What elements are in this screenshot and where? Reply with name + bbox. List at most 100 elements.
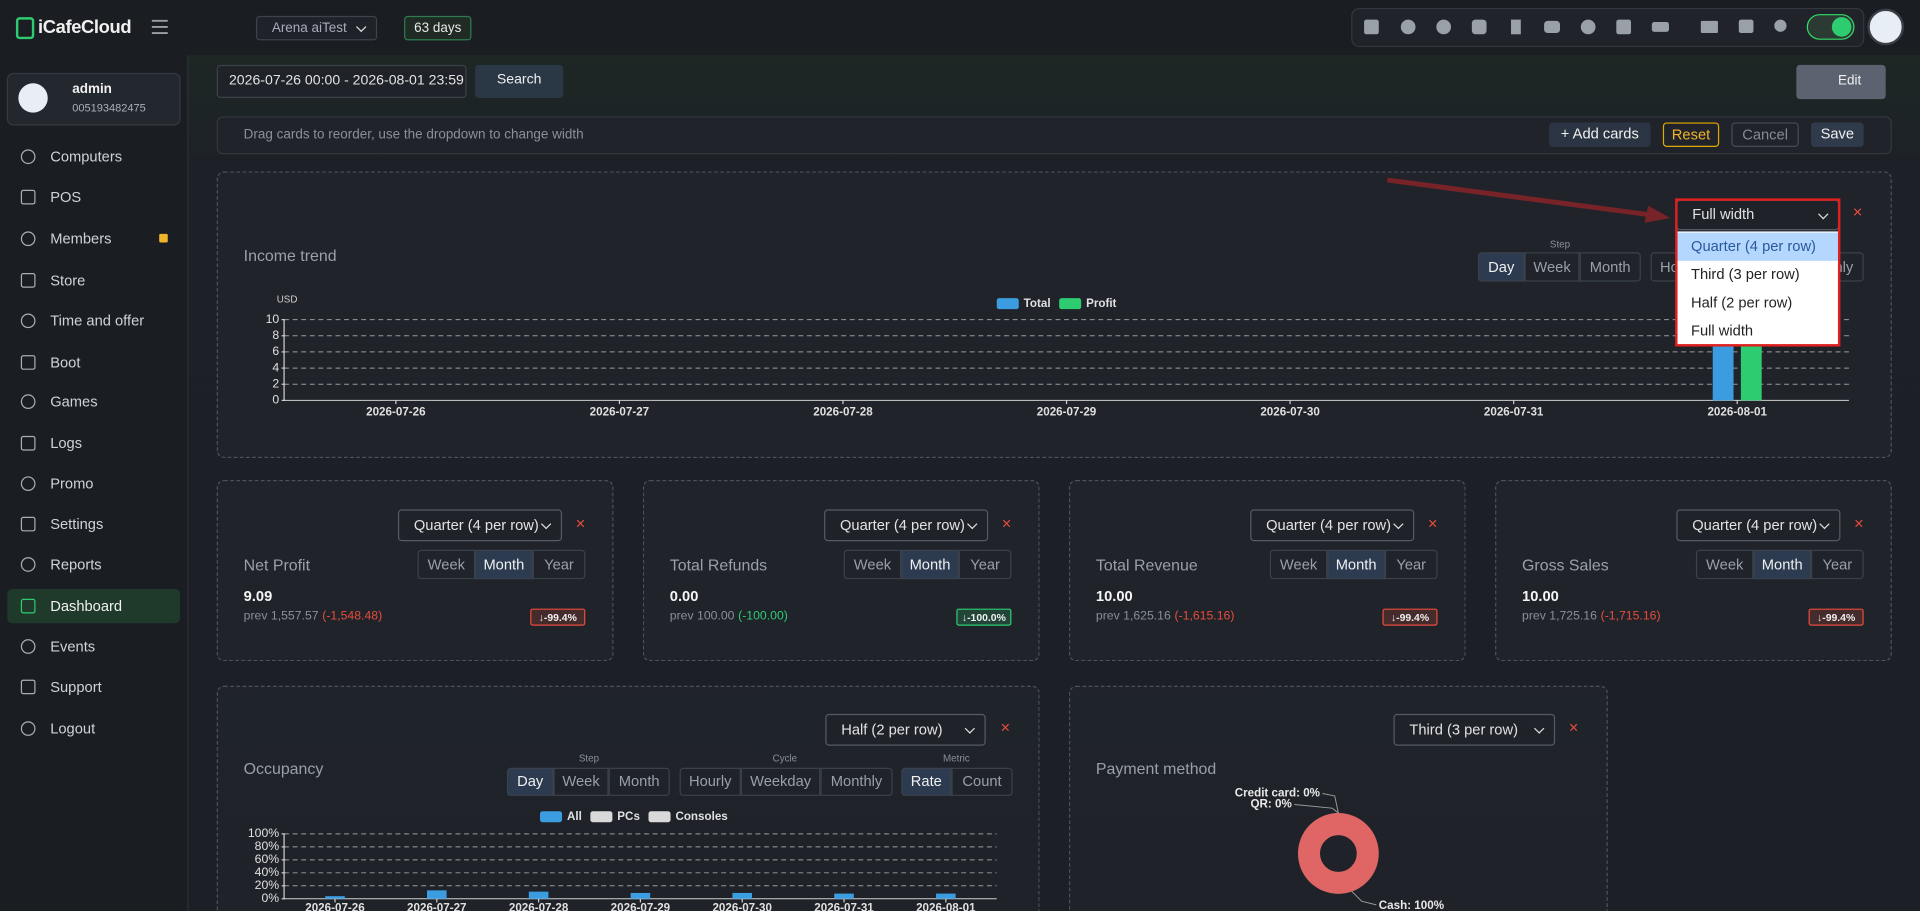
edit-button[interactable]: Edit bbox=[1796, 64, 1886, 100]
stat-badge: ↓-99.4% bbox=[530, 608, 586, 626]
remove-card[interactable]: ✕ bbox=[1427, 517, 1438, 532]
segment-button[interactable]: Year bbox=[532, 549, 586, 580]
remove-card[interactable]: ✕ bbox=[1001, 517, 1012, 532]
x-tick-label: 2026-08-01 bbox=[916, 902, 976, 911]
segment-button[interactable]: Week bbox=[1269, 549, 1328, 580]
segment-button[interactable]: Week bbox=[843, 549, 902, 580]
nav-item[interactable]: Reports bbox=[50, 555, 102, 574]
date-input[interactable]: 2026-07-26 00:00 - 2026-08-01 23:59 bbox=[216, 64, 467, 98]
nav-item[interactable]: POS bbox=[50, 188, 82, 206]
venue-select[interactable]: Arena aiTest bbox=[255, 15, 378, 41]
nav-item[interactable]: Members bbox=[50, 230, 112, 248]
nav-item[interactable]: Settings bbox=[50, 515, 104, 533]
segment-button[interactable]: Year bbox=[958, 549, 1012, 580]
nav-item[interactable]: Promo bbox=[50, 475, 94, 493]
width-select[interactable]: Half (2 per row) bbox=[825, 713, 986, 746]
nav-item[interactable]: Store bbox=[50, 271, 86, 289]
nav-item[interactable]: Boot bbox=[50, 353, 81, 372]
segment-button[interactable]: Month bbox=[608, 767, 670, 796]
width-select[interactable]: Full width bbox=[1676, 199, 1840, 231]
segment-button[interactable]: Month bbox=[475, 549, 533, 580]
nav-icon bbox=[20, 557, 36, 572]
dropdown-option[interactable]: Quarter (4 per row) bbox=[1676, 232, 1840, 261]
stat-value: 10.00 bbox=[1522, 587, 1559, 605]
width-select[interactable]: Quarter (4 per row) bbox=[824, 509, 989, 542]
nav-icon bbox=[20, 476, 36, 492]
cancel-button[interactable]: Cancel bbox=[1731, 122, 1799, 147]
width-select[interactable]: Quarter (4 per row) bbox=[397, 509, 563, 542]
segment-button[interactable]: Day bbox=[506, 767, 554, 796]
remove-card[interactable]: ✕ bbox=[1568, 722, 1579, 736]
segment-button[interactable]: Week bbox=[553, 767, 609, 796]
stat-prev: prev 1,725.16 (-1,715.16) bbox=[1522, 609, 1661, 624]
width-select[interactable]: Quarter (4 per row) bbox=[1676, 509, 1841, 542]
segment-button[interactable]: Week bbox=[1524, 252, 1580, 282]
profile-box bbox=[6, 72, 181, 126]
nav-item[interactable]: Dashboard bbox=[50, 597, 123, 615]
segment-button[interactable]: Month bbox=[1579, 252, 1641, 282]
nav-icon bbox=[20, 189, 36, 205]
card bbox=[216, 171, 1892, 458]
segment-button[interactable]: Day bbox=[1477, 252, 1525, 282]
segment-button[interactable]: Month bbox=[1753, 549, 1812, 580]
nav-item[interactable]: Events bbox=[50, 637, 96, 656]
nav-item[interactable]: Logout bbox=[50, 720, 96, 738]
y-tick-label: 40% bbox=[255, 865, 280, 879]
toolbar-icons[interactable] bbox=[1364, 19, 1787, 35]
menu-icon[interactable] bbox=[151, 19, 168, 35]
width-select[interactable]: Quarter (4 per row) bbox=[1250, 509, 1415, 542]
bar bbox=[630, 892, 651, 899]
segment-button[interactable]: Month bbox=[1327, 549, 1385, 580]
y-tick-label: 10 bbox=[266, 312, 280, 326]
segment-button[interactable]: Month bbox=[901, 549, 959, 580]
segment-button[interactable]: Week bbox=[1695, 549, 1754, 580]
stat-badge: ↓-99.4% bbox=[1808, 608, 1864, 626]
nav-icon bbox=[20, 639, 36, 654]
segment-button[interactable]: Rate bbox=[901, 767, 952, 796]
add-cards-button[interactable]: + Add cards bbox=[1548, 122, 1651, 147]
segment-button[interactable]: Year bbox=[1811, 549, 1864, 580]
stat-prev: prev 1,557.57 (-1,548.48) bbox=[243, 609, 383, 624]
y-tick-label: 60% bbox=[255, 852, 280, 866]
icon-bar bbox=[1351, 7, 1865, 48]
width-select[interactable]: Third (3 per row) bbox=[1393, 713, 1556, 746]
segment-button[interactable]: Monthly bbox=[820, 767, 893, 796]
remove-card[interactable]: ✕ bbox=[1000, 722, 1011, 736]
bar bbox=[732, 892, 753, 899]
nav-icon bbox=[20, 598, 36, 614]
nav-icon bbox=[20, 394, 36, 409]
y-tick-label: 20% bbox=[255, 878, 280, 892]
license-badge[interactable]: 63 days bbox=[404, 15, 472, 41]
nav-icon bbox=[20, 435, 36, 451]
nav-item[interactable]: Logs bbox=[50, 434, 83, 452]
segment-button[interactable]: Weekday bbox=[740, 767, 821, 796]
reset-button[interactable]: Reset bbox=[1662, 122, 1720, 147]
nav-item[interactable]: Time and offer bbox=[50, 312, 145, 330]
segment-button[interactable]: Year bbox=[1384, 549, 1438, 580]
stat-change: (-1,615.16) bbox=[1174, 609, 1235, 624]
segment-button[interactable]: Hourly bbox=[679, 767, 741, 796]
x-tick-label: 2026-08-01 bbox=[1707, 406, 1767, 419]
leader-line bbox=[1322, 792, 1339, 814]
remove-card[interactable]: ✕ bbox=[575, 517, 586, 532]
segment-button[interactable]: Count bbox=[951, 767, 1013, 796]
nav-item[interactable]: Support bbox=[50, 678, 102, 696]
dropdown-option[interactable]: Full width bbox=[1691, 322, 1754, 340]
dropdown-option[interactable]: Half (2 per row) bbox=[1691, 293, 1793, 312]
search-button[interactable]: Search bbox=[475, 64, 564, 98]
nav-icon bbox=[20, 516, 36, 532]
dropdown-list: Quarter (4 per row) Third (3 per row) Half… bbox=[1676, 231, 1840, 346]
nav-item[interactable]: Games bbox=[50, 393, 98, 411]
remove-card[interactable]: ✕ bbox=[1852, 206, 1863, 221]
stat-change: (-1,715.16) bbox=[1600, 609, 1661, 624]
avatar[interactable] bbox=[1867, 8, 1905, 46]
remove-card[interactable]: ✕ bbox=[1853, 517, 1864, 532]
stat-change: (-1,548.48) bbox=[322, 609, 383, 624]
segment-button[interactable]: Week bbox=[417, 549, 476, 580]
nav-item[interactable]: Computers bbox=[50, 148, 123, 166]
save-button[interactable]: Save bbox=[1811, 122, 1864, 147]
dropdown-option[interactable]: Third (3 per row) bbox=[1691, 265, 1800, 283]
card-title: Occupancy bbox=[243, 759, 324, 778]
